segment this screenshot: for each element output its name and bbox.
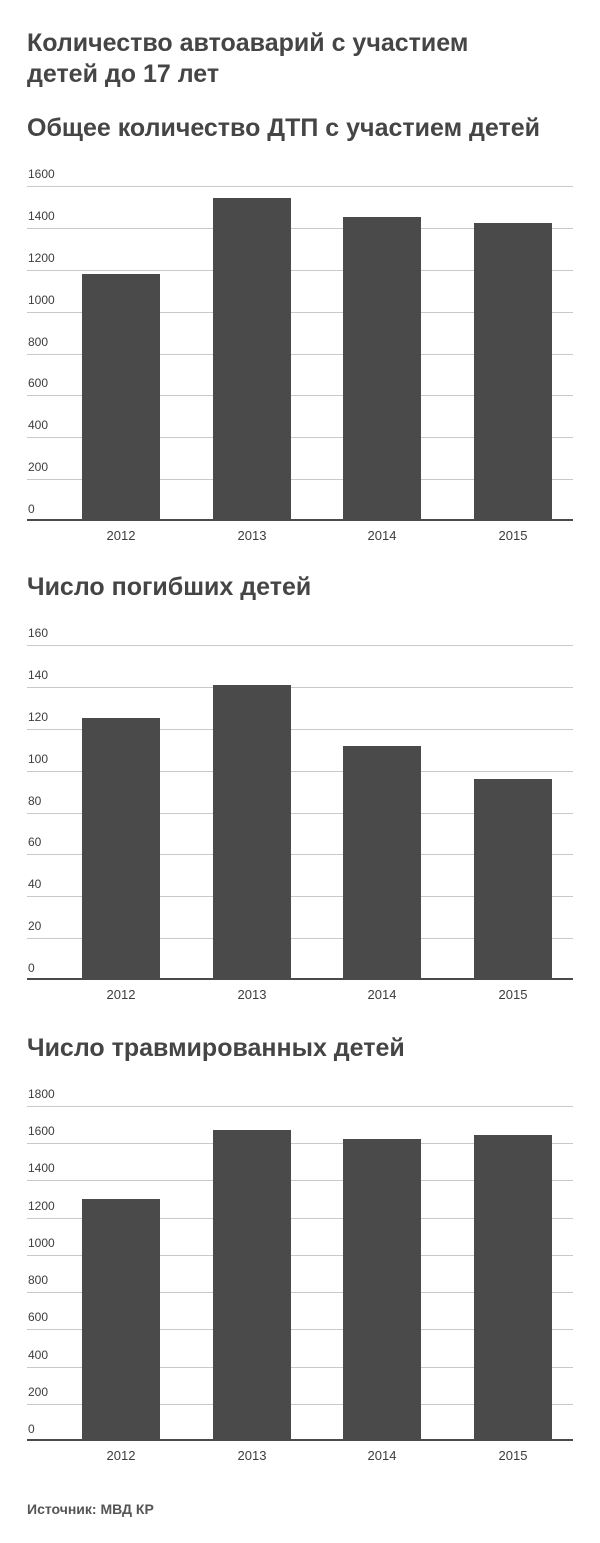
- x-axis-line: [27, 519, 573, 521]
- gridline: [27, 186, 573, 187]
- gridline: [27, 1292, 573, 1293]
- gridline: [27, 1329, 573, 1330]
- y-tick-label: 60: [28, 835, 42, 849]
- y-tick-label: 140: [28, 668, 49, 682]
- y-tick-label: 800: [28, 335, 49, 349]
- bar-chart-children-killed: 0 20 40 60 80 100 120 140 160 2012 2013 2014 2015: [27, 626, 573, 1002]
- page-title-line2: детей до 17 лет: [27, 60, 220, 88]
- x-tick-label: 2013: [237, 1448, 267, 1463]
- gridline: [27, 354, 573, 355]
- y-tick-label: 0: [28, 502, 35, 516]
- y-tick-label: 0: [28, 1422, 35, 1436]
- y-tick-label: 160: [28, 626, 49, 640]
- gridline: [27, 645, 573, 646]
- x-tick-label: 2012: [106, 1448, 136, 1463]
- bar-2013: [213, 685, 291, 980]
- y-tick-label: 1200: [28, 1199, 55, 1213]
- x-axis-line: [27, 978, 573, 980]
- gridline: [27, 938, 573, 939]
- bar-chart-children-injured: 0 200 400 600 800 1000 1200 1400 1600 1800 2012 201…: [27, 1087, 573, 1463]
- y-tick-label: 1600: [28, 167, 55, 181]
- y-tick-label: 1800: [28, 1087, 55, 1101]
- x-tick-label: 2015: [498, 1448, 528, 1463]
- gridline: [27, 1218, 573, 1219]
- y-tick-label: 1600: [28, 1124, 55, 1138]
- y-tick-label: 800: [28, 1273, 49, 1287]
- y-tick-label: 1000: [28, 1236, 55, 1250]
- y-tick-label: 1400: [28, 1161, 55, 1175]
- bar-chart-total-accidents: 0 200 400 600 800 1000 1200 1400 1600 2012 2013 201…: [27, 167, 573, 543]
- gridline: [27, 1106, 573, 1107]
- x-tick-label: 2013: [237, 987, 267, 1002]
- x-tick-label: 2015: [498, 987, 528, 1002]
- y-tick-label: 1400: [28, 209, 55, 223]
- y-tick-label: 200: [28, 460, 49, 474]
- y-tick-label: 80: [28, 794, 42, 808]
- y-tick-label: 400: [28, 418, 49, 432]
- y-tick-label: 1000: [28, 293, 55, 307]
- y-tick-label: 120: [28, 710, 49, 724]
- gridline: [27, 228, 573, 229]
- x-tick-label: 2014: [367, 1448, 397, 1463]
- x-axis-line: [27, 1439, 573, 1441]
- chart-title-total-accidents: Общее количество ДТП с участием детей: [27, 114, 540, 142]
- bar-2015: [474, 779, 552, 980]
- gridline: [27, 1367, 573, 1368]
- y-tick-label: 0: [28, 961, 35, 975]
- gridline: [27, 312, 573, 313]
- bar-2013: [213, 198, 291, 521]
- y-tick-label: 400: [28, 1348, 49, 1362]
- x-tick-label: 2015: [498, 528, 528, 543]
- bar-2015: [474, 1135, 552, 1441]
- bar-2014: [343, 1139, 421, 1441]
- gridline: [27, 1404, 573, 1405]
- gridline: [27, 270, 573, 271]
- gridline: [27, 854, 573, 855]
- gridline: [27, 395, 573, 396]
- gridline: [27, 896, 573, 897]
- bar-2012: [82, 1199, 160, 1441]
- y-tick-label: 100: [28, 752, 49, 766]
- x-tick-label: 2012: [106, 528, 136, 543]
- y-tick-label: 1200: [28, 251, 55, 265]
- x-tick-label: 2014: [367, 987, 397, 1002]
- x-tick-label: 2012: [106, 987, 136, 1002]
- bar-2012: [82, 274, 160, 521]
- source-caption: Источник: МВД КР: [27, 1501, 154, 1517]
- chart-title-children-killed: Число погибших детей: [27, 573, 312, 601]
- gridline: [27, 729, 573, 730]
- x-tick-label: 2014: [367, 528, 397, 543]
- gridline: [27, 1180, 573, 1181]
- y-tick-label: 20: [28, 919, 42, 933]
- bar-2014: [343, 217, 421, 521]
- y-tick-label: 600: [28, 376, 49, 390]
- gridline: [27, 687, 573, 688]
- gridline: [27, 479, 573, 480]
- bar-2013: [213, 1130, 291, 1441]
- page-title: Количество автоаварий с участием детей до…: [27, 28, 573, 90]
- y-tick-label: 200: [28, 1385, 49, 1399]
- bar-2015: [474, 223, 552, 521]
- bar-2012: [82, 718, 160, 980]
- chart-title-children-injured: Число травмированных детей: [27, 1034, 405, 1062]
- gridline: [27, 1143, 573, 1144]
- bar-2014: [343, 746, 421, 980]
- gridline: [27, 1255, 573, 1256]
- gridline: [27, 813, 573, 814]
- x-tick-label: 2013: [237, 528, 267, 543]
- gridline: [27, 771, 573, 772]
- page-title-line1: Количество автоаварий с участием: [27, 29, 469, 57]
- gridline: [27, 437, 573, 438]
- y-tick-label: 600: [28, 1310, 49, 1324]
- y-tick-label: 40: [28, 877, 42, 891]
